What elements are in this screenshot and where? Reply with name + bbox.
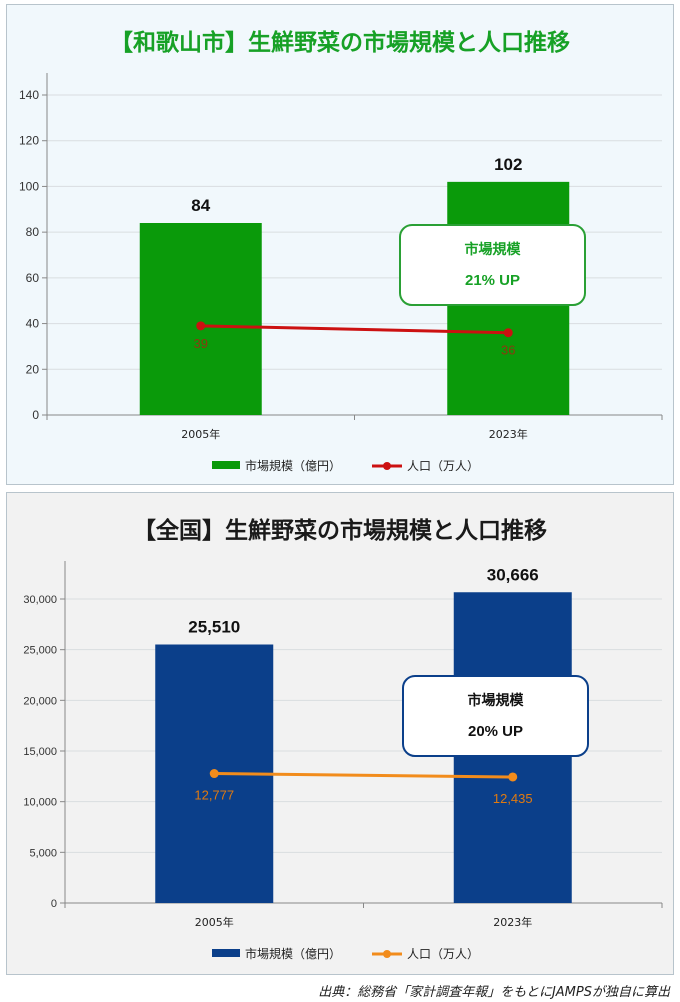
x-category-label: 2005年	[181, 427, 220, 441]
legend-line-label: 人口（万人）	[407, 947, 479, 961]
callout-box	[399, 224, 586, 306]
legend-bar-label: 市場規模（億円）	[245, 946, 341, 961]
population-point	[503, 328, 513, 338]
national-chart-title: 【全国】生鮮野菜の市場規模と人口推移	[133, 518, 547, 544]
y-tick-label: 100	[19, 179, 39, 193]
population-line	[214, 772, 513, 779]
wakayama-chart-panel: 【和歌山市】生鮮野菜の市場規模と人口推移 0 20 40 60 80 100 120 140 8…	[6, 4, 674, 485]
bar-value-label: 30,666	[487, 565, 539, 584]
y-tick-label: 40	[26, 317, 40, 331]
y-tick-label: 140	[19, 88, 39, 102]
bar-value-label: 102	[494, 155, 522, 174]
x-category-label: 2005年	[195, 915, 234, 929]
y-tick-label: 15,000	[23, 746, 57, 758]
legend-line-marker	[383, 462, 391, 470]
population-value-label: 12,435	[493, 791, 533, 806]
callout-value: 20% UP	[468, 723, 523, 740]
x-category-label: 2023年	[489, 427, 528, 441]
legend-bar-swatch	[212, 949, 240, 957]
population-line	[200, 324, 509, 335]
y-tick-label: 120	[19, 134, 39, 148]
y-tick-label: 0	[51, 898, 57, 910]
y-tick-label: 60	[26, 271, 40, 285]
wakayama-chart: 0 20 40 60 80 100 120 140 84 102 2005年 2023年 39 36 市場規…	[19, 73, 663, 473]
bar-2005年	[139, 223, 262, 415]
national-chart: 0 5,000 10,000 15,000 20,000 25,000 30,000 25,5…	[23, 561, 663, 961]
population-value-label: 36	[501, 343, 515, 358]
y-tick-label: 20,000	[23, 695, 57, 707]
population-value-label: 39	[194, 336, 208, 351]
y-tick-label: 5,000	[29, 847, 57, 859]
legend-bar-label: 市場規模（億円）	[245, 458, 341, 473]
source-note: 出典：総務省「家計調査年報」をもとにJAMPSが独自に算出	[318, 985, 670, 1000]
callout-box	[402, 675, 589, 757]
callout-value: 21% UP	[465, 272, 520, 289]
legend-line-label: 人口（万人）	[407, 459, 479, 473]
population-value-label: 12,777	[194, 788, 234, 803]
national-chart-panel: 【全国】生鮮野菜の市場規模と人口推移 0 5,000 10,000 15,000 20,…	[6, 492, 674, 975]
callout-title: 市場規模	[468, 692, 525, 709]
population-point	[508, 772, 518, 782]
legend-bar-swatch	[212, 461, 240, 469]
x-category-label: 2023年	[493, 915, 532, 929]
wakayama-chart-title: 【和歌山市】生鮮野菜の市場規模と人口推移	[110, 30, 570, 56]
y-tick-label: 10,000	[23, 797, 57, 809]
y-tick-label: 30,000	[23, 594, 57, 606]
y-tick-label: 0	[32, 408, 39, 422]
population-point	[209, 769, 219, 779]
y-tick-label: 20	[26, 362, 40, 376]
legend-line-marker	[383, 950, 391, 958]
population-point	[196, 321, 206, 331]
y-tick-label: 25,000	[23, 645, 57, 657]
y-tick-label: 80	[26, 225, 40, 239]
bar-value-label: 84	[191, 196, 210, 215]
bar-value-label: 25,510	[188, 617, 240, 636]
callout-title: 市場規模	[465, 241, 522, 258]
